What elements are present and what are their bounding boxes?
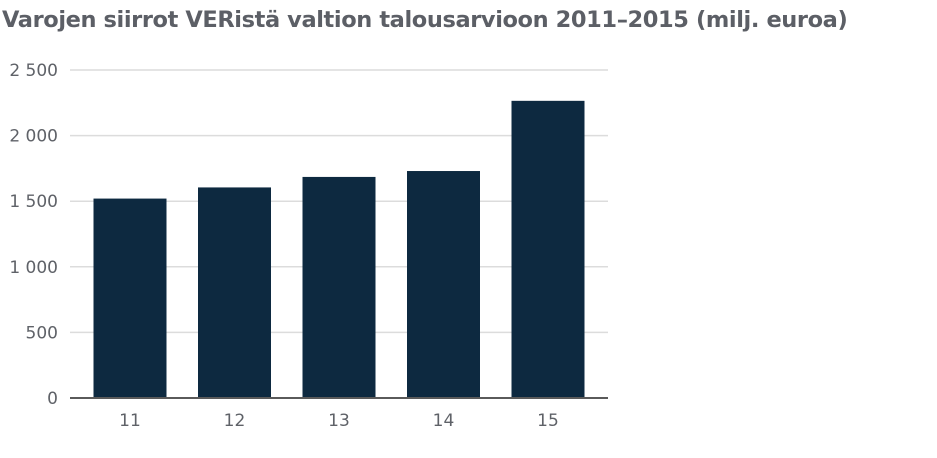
x-tick-label: 15 — [537, 411, 559, 431]
y-tick-label: 2 000 — [9, 127, 58, 147]
y-tick-label: 1 500 — [9, 192, 58, 212]
bar-14 — [407, 171, 480, 398]
bars — [93, 100, 585, 398]
chart-title: Varojen siirrot VERistä valtion talousar… — [2, 7, 848, 33]
y-tick-label: 500 — [26, 323, 58, 343]
y-tick-label: 1 000 — [9, 258, 58, 278]
bar-15 — [511, 100, 585, 398]
x-tick-label: 11 — [119, 411, 141, 431]
x-axis-tick-labels: 11 12 13 14 15 — [119, 411, 559, 431]
bar-11 — [93, 198, 167, 398]
x-tick-label: 14 — [433, 411, 455, 431]
bar-13 — [302, 176, 376, 398]
x-tick-label: 13 — [328, 411, 350, 431]
y-tick-label: 2 500 — [9, 61, 58, 81]
y-axis-tick-labels: 0 500 1 000 1 500 2 000 2 500 — [9, 61, 58, 409]
x-tick-label: 12 — [224, 411, 246, 431]
bar-12 — [198, 187, 271, 398]
y-tick-label: 0 — [47, 389, 58, 409]
